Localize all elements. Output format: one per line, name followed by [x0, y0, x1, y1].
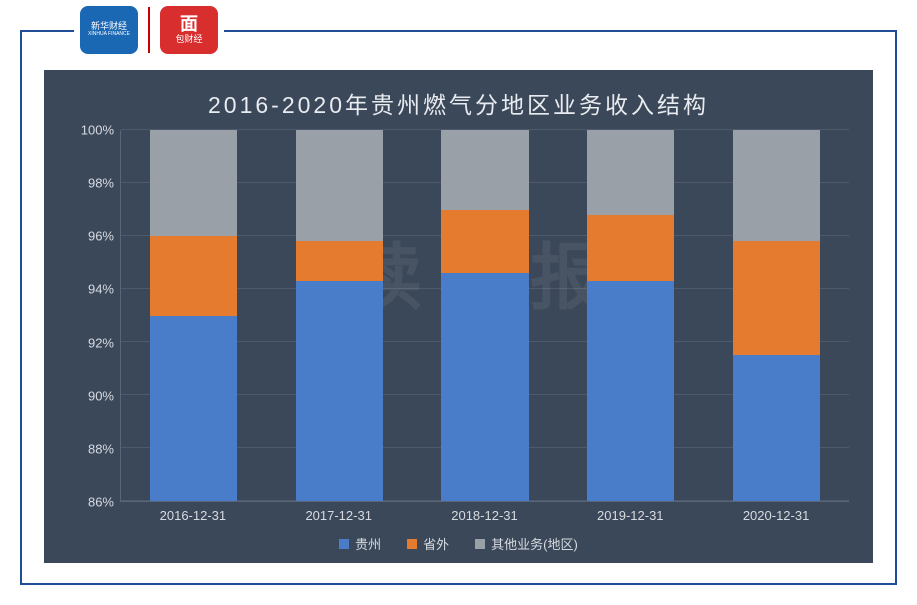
seg-guizhou: [441, 273, 528, 501]
seg-guizhou: [150, 316, 237, 502]
logo-separator: [148, 7, 150, 53]
legend: 贵州 省外 其他业务(地区): [68, 530, 849, 555]
legend-label: 省外: [423, 534, 449, 553]
bars-container: [121, 130, 849, 501]
stacked-bar: [150, 130, 237, 501]
seg-shengwai: [733, 241, 820, 355]
seg-guizhou: [733, 355, 820, 501]
stacked-bar: [441, 130, 528, 501]
x-tick-label: 2020-12-31: [703, 502, 849, 530]
x-tick-label: 2016-12-31: [120, 502, 266, 530]
bar-slot: [267, 130, 413, 501]
legend-swatch: [475, 539, 485, 549]
bar-slot: [558, 130, 704, 501]
y-tick-label: 98%: [88, 176, 114, 191]
stacked-bar: [733, 130, 820, 501]
y-tick-label: 100%: [81, 123, 114, 138]
legend-swatch: [407, 539, 417, 549]
y-tick-label: 90%: [88, 388, 114, 403]
y-tick-label: 92%: [88, 335, 114, 350]
seg-shengwai: [587, 215, 674, 281]
header-logos: 新华财经 XINHUA FINANCE 面 包财经: [74, 6, 224, 54]
mianbao-caijin-logo: 面 包财经: [160, 6, 218, 54]
x-axis: 2016-12-312017-12-312018-12-312019-12-31…: [120, 502, 849, 530]
seg-qita: [150, 130, 237, 236]
seg-shengwai: [441, 210, 528, 274]
x-tick-label: 2019-12-31: [557, 502, 703, 530]
plot-area: 86%88%90%92%94%96%98%100% 读财报: [68, 130, 849, 502]
logo-text: 面: [180, 15, 198, 35]
seg-shengwai: [150, 236, 237, 316]
y-tick-label: 94%: [88, 282, 114, 297]
seg-guizhou: [587, 281, 674, 501]
stacked-bar: [587, 130, 674, 501]
legend-item: 其他业务(地区): [475, 534, 578, 553]
y-tick-label: 88%: [88, 441, 114, 456]
y-axis: 86%88%90%92%94%96%98%100%: [68, 130, 120, 502]
legend-item: 省外: [407, 534, 449, 553]
stacked-bar: [296, 130, 383, 501]
legend-label: 其他业务(地区): [491, 534, 578, 553]
x-tick-label: 2018-12-31: [412, 502, 558, 530]
x-tick-label: 2017-12-31: [266, 502, 412, 530]
logo-subtext: 包财经: [175, 35, 202, 45]
plot: 读财报: [120, 130, 849, 502]
bar-slot: [121, 130, 267, 501]
seg-shengwai: [296, 241, 383, 281]
xinhua-finance-logo: 新华财经 XINHUA FINANCE: [80, 6, 138, 54]
y-tick-label: 86%: [88, 495, 114, 510]
legend-label: 贵州: [355, 534, 381, 553]
chart-card: 2016-2020年贵州燃气分地区业务收入结构 86% 88% 90% 92% 94% 9…: [44, 70, 873, 563]
legend-swatch: [339, 539, 349, 549]
seg-guizhou: [296, 281, 383, 501]
bar-slot: [703, 130, 849, 501]
bar-slot: [412, 130, 558, 501]
y-tick-label: 96%: [88, 229, 114, 244]
seg-qita: [733, 130, 820, 241]
logo-subtext: XINHUA FINANCE: [88, 32, 130, 38]
seg-qita: [296, 130, 383, 241]
seg-qita: [587, 130, 674, 215]
seg-qita: [441, 130, 528, 210]
legend-item: 贵州: [339, 534, 381, 553]
chart-title: 2016-2020年贵州燃气分地区业务收入结构: [68, 86, 849, 120]
